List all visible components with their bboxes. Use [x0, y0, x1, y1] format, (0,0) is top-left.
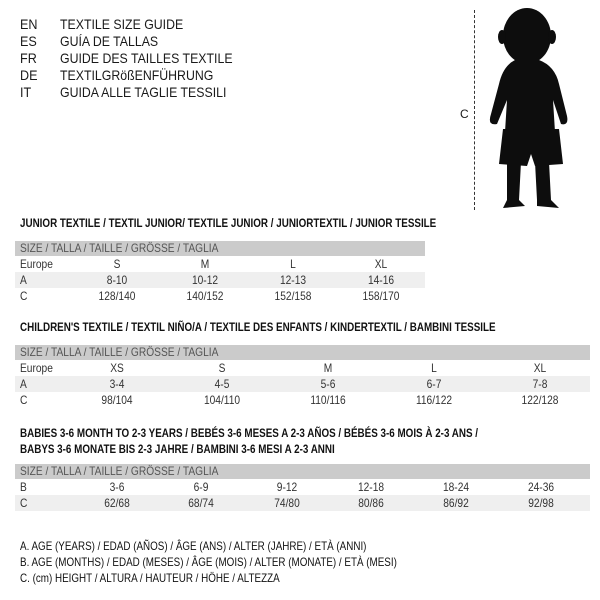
table-header: SIZE / TALLA / TAILLE / GRÖSSE / TAGLIA — [15, 345, 590, 360]
table-cell: 98/104 — [101, 393, 133, 407]
table-row: C 98/104 104/110 110/116 116/122 122/128 — [15, 392, 590, 408]
size-table: SIZE / TALLA / TAILLE / GRÖSSE / TAGLIA E… — [15, 345, 590, 408]
row-label: C — [20, 496, 28, 510]
height-figure: C — [455, 4, 595, 214]
row-label: C — [20, 289, 28, 303]
table-row: Europe XS S M L XL — [15, 360, 590, 376]
table-header-label: SIZE / TALLA / TAILLE / GRÖSSE / TAGLIA — [20, 345, 219, 359]
row-label: A — [20, 273, 27, 287]
table-row: B 3-6 6-9 9-12 12-18 18-24 24-36 — [15, 479, 590, 495]
table-title: JUNIOR TEXTILE / TEXTIL JUNIOR/ TEXTILE … — [20, 216, 437, 230]
height-dashed-line — [474, 10, 475, 210]
table-title: BABYS 3-6 MONATE BIS 2-3 JAHRE / BAMBINI… — [20, 442, 335, 456]
table-cell: 62/68 — [104, 496, 130, 510]
table-cell: 9-12 — [276, 480, 298, 494]
table-cell: 7-8 — [532, 377, 548, 391]
table-header: SIZE / TALLA / TAILLE / GRÖSSE / TAGLIA — [15, 464, 590, 479]
lang-title: TEXTILGRößENFÜHRUNG — [60, 67, 214, 83]
table-cell: 140/152 — [186, 289, 224, 303]
table-row: C 62/68 68/74 74/80 80/86 86/92 92/98 — [15, 495, 590, 511]
table-cell: 116/122 — [415, 393, 453, 407]
table-cell: 158/170 — [362, 289, 400, 303]
legend-c: C. (cm) HEIGHT / ALTURA / HAUTEUR / HÖHE… — [20, 571, 280, 585]
table-cell: 80/86 — [358, 496, 384, 510]
table-cell: 86/92 — [443, 496, 469, 510]
row-label: B — [20, 480, 27, 494]
table-cell: XL — [533, 361, 547, 375]
table-cell: 3-4 — [109, 377, 125, 391]
table-cell: 152/158 — [274, 289, 312, 303]
row-label: Europe — [20, 257, 53, 271]
table-cell: 4-5 — [214, 377, 230, 391]
size-table: SIZE / TALLA / TAILLE / GRÖSSE / TAGLIA B… — [15, 464, 590, 511]
lang-code: EN — [20, 16, 38, 32]
table-title: CHILDREN'S TEXTILE / TEXTIL NIÑO/A / TEX… — [20, 320, 496, 334]
table-cell: L — [431, 361, 437, 375]
table-row: A 3-4 4-5 5-6 6-7 7-8 — [15, 376, 590, 392]
lang-code: FR — [20, 50, 37, 66]
table-cell: 104/110 — [203, 393, 241, 407]
table-cell: XL — [374, 257, 388, 271]
lang-code: IT — [20, 84, 32, 100]
table-cell: 74/80 — [274, 496, 300, 510]
table-cell: L — [290, 257, 296, 271]
baby-silhouette-icon — [489, 8, 568, 208]
table-cell: 122/128 — [521, 393, 559, 407]
table-cell: 18-24 — [442, 480, 470, 494]
height-label: C — [460, 107, 469, 121]
table-cell: S — [113, 257, 121, 271]
lang-code: DE — [20, 67, 38, 83]
table-row: C 128/140 140/152 152/158 158/170 — [15, 288, 425, 304]
table-cell: XS — [110, 361, 124, 375]
table-cell: 24-36 — [527, 480, 555, 494]
table-cell: 10-12 — [191, 273, 219, 287]
table-cell: M — [323, 361, 333, 375]
table-cell: S — [218, 361, 226, 375]
table-cell: 12-13 — [279, 273, 307, 287]
table-header: SIZE / TALLA / TAILLE / GRÖSSE / TAGLIA — [15, 241, 425, 256]
table-cell: 6-7 — [426, 377, 442, 391]
row-label: C — [20, 393, 28, 407]
table-cell: 5-6 — [320, 377, 336, 391]
table-cell: 128/140 — [98, 289, 136, 303]
table-cell: 68/74 — [188, 496, 214, 510]
table-header-label: SIZE / TALLA / TAILLE / GRÖSSE / TAGLIA — [20, 241, 219, 255]
table-cell: 8-10 — [106, 273, 128, 287]
lang-code: ES — [20, 33, 37, 49]
table-cell: 110/116 — [310, 393, 346, 407]
lang-title: GUIDE DES TAILLES TEXTILE — [60, 50, 233, 66]
table-cell: 12-18 — [357, 480, 385, 494]
table-cell: 6-9 — [193, 480, 209, 494]
table-cell: 3-6 — [109, 480, 125, 494]
lang-title: TEXTILE SIZE GUIDE — [60, 16, 184, 32]
size-table: SIZE / TALLA / TAILLE / GRÖSSE / TAGLIA E… — [15, 241, 425, 304]
legend-a: A. AGE (YEARS) / EDAD (AÑOS) / ÂGE (ANS)… — [20, 539, 367, 553]
row-label: Europe — [20, 361, 53, 375]
table-header-label: SIZE / TALLA / TAILLE / GRÖSSE / TAGLIA — [20, 464, 219, 478]
table-cell: 92/98 — [528, 496, 554, 510]
lang-title: GUÍA DE TALLAS — [60, 33, 159, 49]
lang-title: GUIDA ALLE TAGLIE TESSILI — [60, 84, 227, 100]
row-label: A — [20, 377, 27, 391]
table-cell: M — [200, 257, 210, 271]
table-row: A 8-10 10-12 12-13 14-16 — [15, 272, 425, 288]
legend-b: B. AGE (MONTHS) / EDAD (MESES) / ÂGE (MO… — [20, 555, 397, 569]
table-cell: 14-16 — [367, 273, 395, 287]
table-row: Europe S M L XL — [15, 256, 425, 272]
table-title: BABIES 3-6 MONTH TO 2-3 YEARS / BEBÉS 3-… — [20, 426, 479, 440]
